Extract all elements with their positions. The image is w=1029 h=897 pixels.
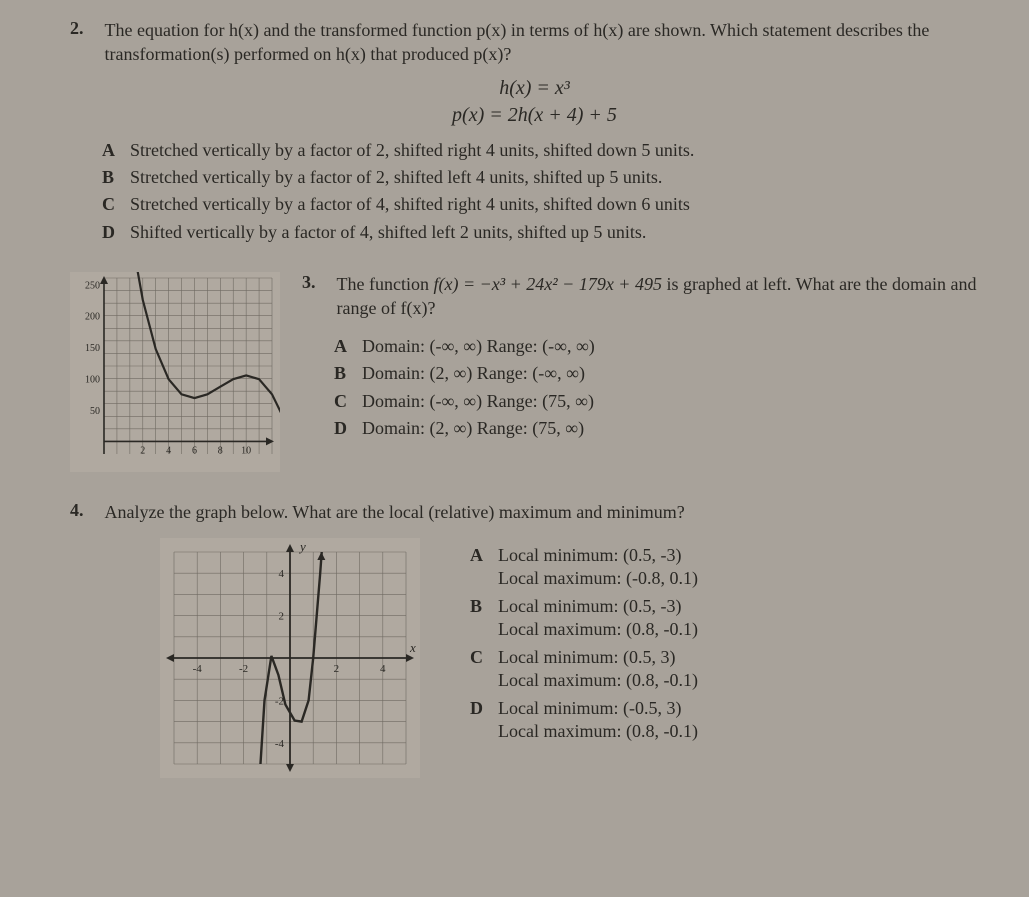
opt-text: Domain: (2, ∞) Range: (-∞, ∞) (362, 363, 585, 383)
opt-text-l2: Local maximum: (0.8, -0.1) (498, 670, 698, 690)
opt-text: Stretched vertically by a factor of 2, s… (130, 167, 662, 187)
opt-letter: B (102, 166, 130, 189)
svg-text:-4: -4 (275, 738, 285, 750)
question-2: 2. The equation for h(x) and the transfo… (70, 18, 999, 244)
opt-letter: D (334, 417, 362, 440)
q2-option-d: DShifted vertically by a factor of 4, sh… (102, 221, 999, 244)
opt-letter: C (334, 390, 362, 413)
opt-text-l1: Local minimum: (0.5, 3) (498, 647, 675, 667)
svg-text:-4: -4 (193, 663, 203, 675)
opt-letter: A (102, 139, 130, 162)
q4-body: -4-4-2-22244yx ALocal minimum: (0.5, -3)… (160, 538, 999, 778)
q4-stem: Analyze the graph below. What are the lo… (105, 500, 975, 524)
q3-graph: 50 100 150 200 250 2 4 6 8 10 (70, 272, 280, 472)
q3-option-a: ADomain: (-∞, ∞) Range: (-∞, ∞) (334, 335, 999, 358)
q4-option-d: DLocal minimum: (-0.5, 3) Local maximum: … (470, 697, 698, 742)
q3-stem: The function f(x) = −x³ + 24x² − 179x + … (337, 272, 997, 321)
svg-text:2: 2 (140, 446, 145, 457)
svg-text:100: 100 (85, 375, 100, 386)
svg-text:2: 2 (334, 663, 340, 675)
q3-body: 3. The function f(x) = −x³ + 24x² − 179x… (302, 272, 999, 444)
q2-options: AStretched vertically by a factor of 2, … (102, 139, 999, 245)
q3-option-c: CDomain: (-∞, ∞) Range: (75, ∞) (334, 390, 999, 413)
opt-text: Domain: (2, ∞) Range: (75, ∞) (362, 418, 584, 438)
q2-eq1: h(x) = x³ (70, 77, 999, 100)
opt-letter: D (470, 697, 498, 720)
q4-number: 4. (70, 500, 100, 521)
svg-text:6: 6 (192, 446, 197, 457)
q3-number: 3. (302, 272, 332, 293)
opt-letter: A (470, 544, 498, 567)
q2-option-a: AStretched vertically by a factor of 2, … (102, 139, 999, 162)
svg-text:4: 4 (166, 446, 171, 457)
q3-option-d: DDomain: (2, ∞) Range: (75, ∞) (334, 417, 999, 440)
svg-text:2: 2 (279, 611, 285, 623)
svg-text:4: 4 (380, 663, 386, 675)
q2-equations: h(x) = x³ p(x) = 2h(x + 4) + 5 (70, 77, 999, 127)
q3-stem-pre: The function (337, 274, 434, 294)
q4-option-a: ALocal minimum: (0.5, -3) Local maximum: … (470, 544, 698, 589)
q2-number: 2. (70, 18, 100, 39)
svg-text:8: 8 (218, 446, 223, 457)
svg-text:-2: -2 (239, 663, 248, 675)
q2-eq2: p(x) = 2h(x + 4) + 5 (70, 104, 999, 127)
q3-options: ADomain: (-∞, ∞) Range: (-∞, ∞) BDomain:… (334, 335, 999, 441)
q4-option-b: BLocal minimum: (0.5, -3) Local maximum: … (470, 595, 698, 640)
svg-text:y: y (298, 539, 306, 554)
svg-text:50: 50 (90, 406, 100, 417)
q4-options: ALocal minimum: (0.5, -3)Local maximum: … (470, 538, 698, 748)
opt-letter: D (102, 221, 130, 244)
opt-text-l1: Local minimum: (-0.5, 3) (498, 698, 681, 718)
opt-letter: C (470, 646, 498, 669)
question-4: 4. Analyze the graph below. What are the… (70, 500, 999, 778)
opt-text-l1: Local minimum: (0.5, -3) (498, 545, 681, 565)
opt-text-l2: Local maximum: (0.8, -0.1) (498, 619, 698, 639)
svg-text:10: 10 (241, 446, 251, 457)
svg-text:4: 4 (279, 569, 285, 581)
opt-letter: B (470, 595, 498, 618)
svg-text:150: 150 (85, 343, 100, 354)
opt-text-l1: Local minimum: (0.5, -3) (498, 596, 681, 616)
question-3: 50 100 150 200 250 2 4 6 8 10 3. The function f(x… (70, 272, 999, 472)
opt-text: Shifted vertically by a factor of 4, shi… (130, 222, 646, 242)
q2-stem-text: The equation for h(x) and the transforme… (105, 20, 930, 64)
svg-text:250: 250 (85, 280, 100, 291)
svg-text:200: 200 (85, 312, 100, 323)
opt-text: Stretched vertically by a factor of 4, s… (130, 194, 690, 214)
opt-text-l2: Local maximum: (-0.8, 0.1) (498, 568, 698, 588)
opt-letter: C (102, 193, 130, 216)
opt-letter: B (334, 362, 362, 385)
q4-graph: -4-4-2-22244yx (160, 538, 420, 778)
opt-text: Domain: (-∞, ∞) Range: (75, ∞) (362, 391, 594, 411)
svg-text:x: x (409, 640, 416, 655)
opt-text-l2: Local maximum: (0.8, -0.1) (498, 721, 698, 741)
q4-option-c: CLocal minimum: (0.5, 3) Local maximum: (… (470, 646, 698, 691)
q3-option-b: BDomain: (2, ∞) Range: (-∞, ∞) (334, 362, 999, 385)
q2-stem: The equation for h(x) and the transforme… (105, 18, 975, 67)
q3-stem-row: 3. The function f(x) = −x³ + 24x² − 179x… (302, 272, 999, 321)
opt-text: Stretched vertically by a factor of 2, s… (130, 140, 694, 160)
opt-letter: A (334, 335, 362, 358)
q2-option-c: CStretched vertically by a factor of 4, … (102, 193, 999, 216)
opt-text: Domain: (-∞, ∞) Range: (-∞, ∞) (362, 336, 595, 356)
q4-stem-row: 4. Analyze the graph below. What are the… (70, 500, 999, 524)
q2-option-b: BStretched vertically by a factor of 2, … (102, 166, 999, 189)
q3-stem-fn: f(x) = −x³ + 24x² − 179x + 495 (433, 274, 661, 294)
